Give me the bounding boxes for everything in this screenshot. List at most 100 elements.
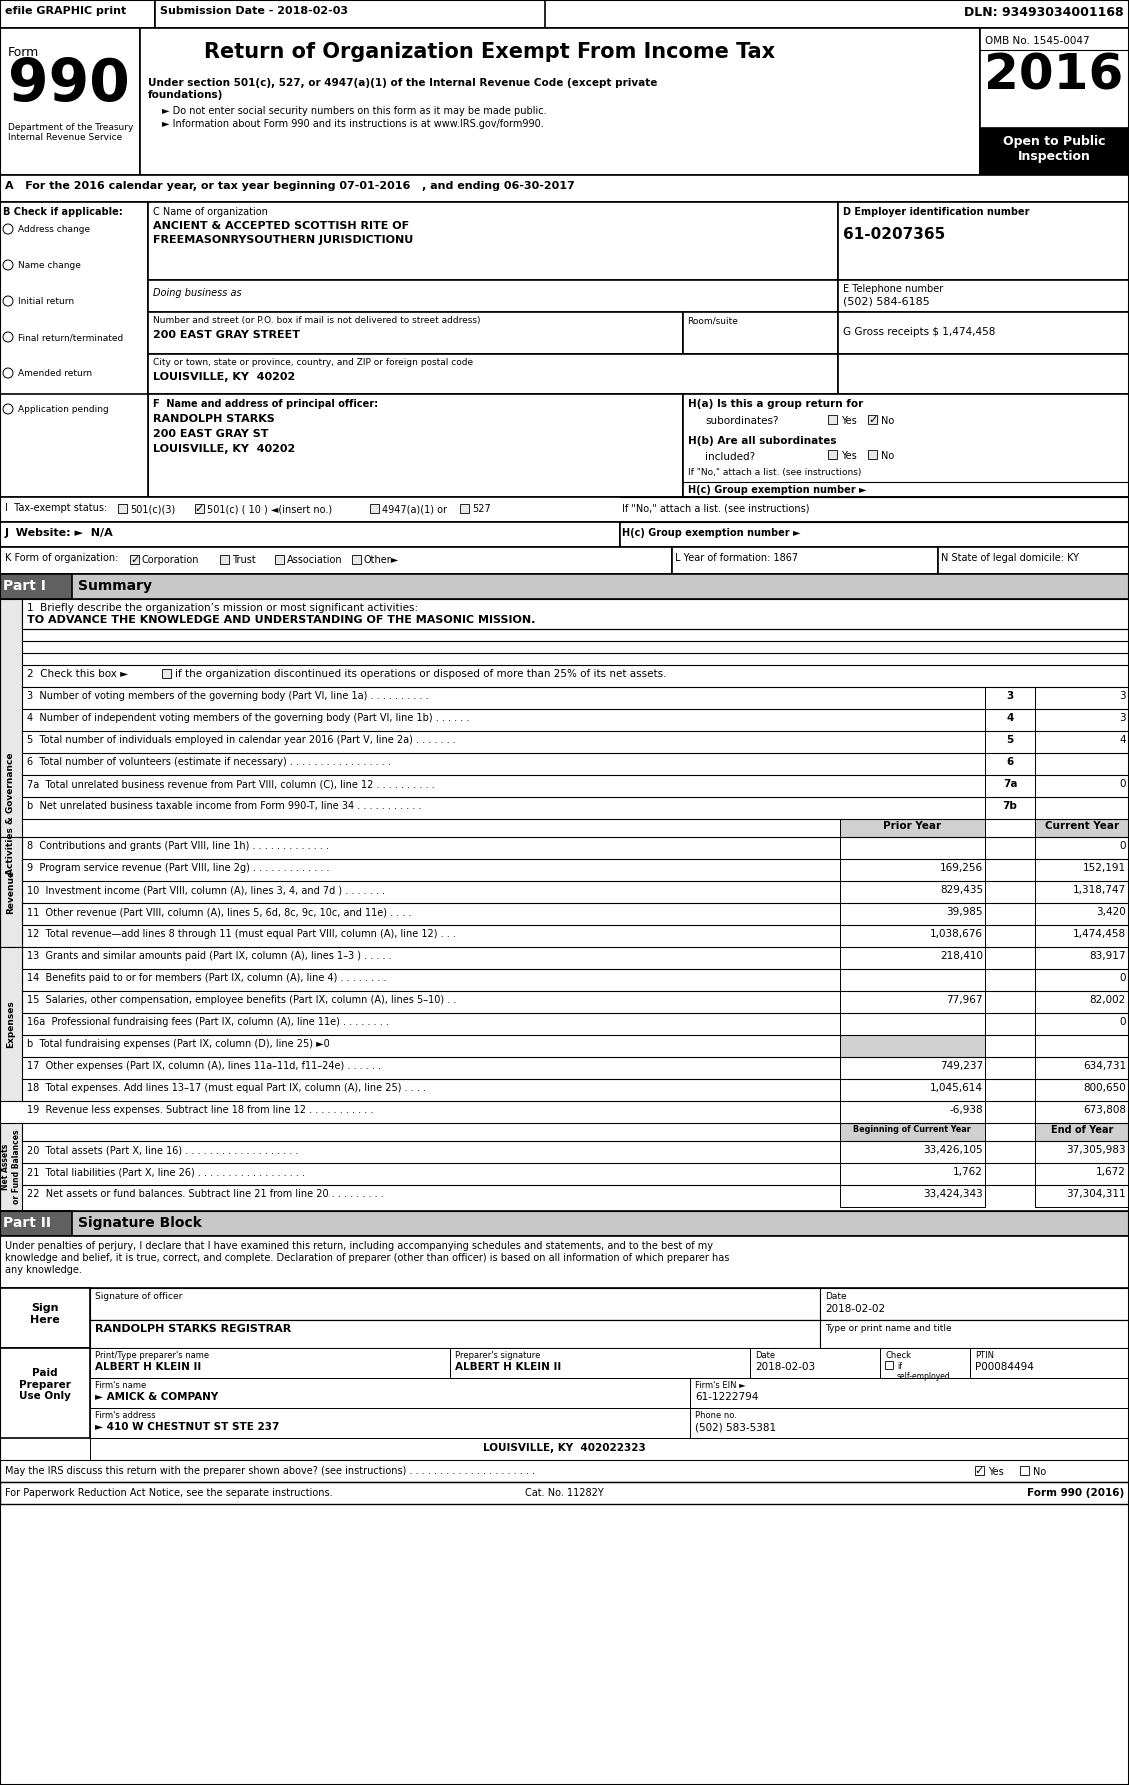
Text: 39,985: 39,985 [946, 907, 983, 917]
Bar [352, 555, 361, 564]
Text: 3: 3 [1119, 691, 1126, 702]
Text: 37,305,983: 37,305,983 [1067, 1144, 1126, 1155]
Text: ALBERT H KLEIN II: ALBERT H KLEIN II [455, 1362, 561, 1373]
Bar [90, 1348, 450, 1378]
Text: H(a) Is this a group return for: H(a) Is this a group return for [688, 400, 864, 409]
Bar [0, 1210, 72, 1235]
Bar [0, 1289, 90, 1348]
Text: Trust: Trust [231, 555, 256, 566]
Text: Open to Public
Inspection: Open to Public Inspection [1003, 136, 1105, 162]
Bar [840, 1164, 984, 1185]
Text: any knowledge.: any knowledge. [5, 1266, 82, 1274]
Bar [1035, 732, 1129, 753]
Bar [885, 1360, 893, 1369]
Bar [840, 882, 984, 903]
Bar [1035, 859, 1129, 882]
Bar [984, 753, 1035, 775]
Text: (502) 583-5381: (502) 583-5381 [695, 1423, 776, 1432]
Bar [938, 546, 1129, 575]
Bar [840, 1057, 984, 1078]
Bar [690, 1408, 1129, 1439]
Text: Check: Check [885, 1351, 911, 1360]
Text: 22  Net assets or fund balances. Subtract line 21 from line 20 . . . . . . . . .: 22 Net assets or fund balances. Subtract… [27, 1189, 384, 1200]
Text: Association: Association [287, 555, 342, 566]
Text: 4947(a)(1) or: 4947(a)(1) or [382, 503, 447, 514]
Text: 10  Investment income (Part VIII, column (A), lines 3, 4, and 7d ) . . . . . . .: 10 Investment income (Part VIII, column … [27, 885, 385, 894]
Text: Date: Date [825, 1292, 847, 1301]
Text: H(c) Group exemption number ►: H(c) Group exemption number ► [688, 486, 866, 494]
Bar [1035, 1123, 1129, 1141]
Text: 33,426,105: 33,426,105 [924, 1144, 983, 1155]
Text: Date: Date [755, 1351, 776, 1360]
Text: 5: 5 [1006, 735, 1014, 744]
Text: 5  Total number of individuals employed in calendar year 2016 (Part V, line 2a) : 5 Total number of individuals employed i… [27, 735, 456, 744]
Text: 218,410: 218,410 [940, 951, 983, 960]
Text: 0: 0 [1120, 778, 1126, 789]
Text: E Telephone number: E Telephone number [843, 284, 943, 295]
Bar [90, 1408, 690, 1439]
Text: Corporation: Corporation [142, 555, 200, 566]
Text: b  Total fundraising expenses (Part IX, column (D), line 25) ►0: b Total fundraising expenses (Part IX, c… [27, 1039, 330, 1050]
Text: 152,191: 152,191 [1083, 862, 1126, 873]
Text: Type or print name and title: Type or print name and title [825, 1324, 952, 1333]
Bar [820, 1319, 1129, 1348]
Text: Form: Form [8, 46, 40, 59]
Text: RANDOLPH STARKS REGISTRAR: RANDOLPH STARKS REGISTRAR [95, 1324, 291, 1333]
Text: ► Information about Form 990 and its instructions is at www.IRS.gov/form990.: ► Information about Form 990 and its ins… [161, 120, 544, 129]
Bar [0, 1460, 1129, 1482]
Bar [119, 503, 126, 512]
Text: Part II: Part II [3, 1216, 51, 1230]
Bar [90, 1289, 820, 1319]
Text: 0: 0 [1120, 973, 1126, 984]
Text: H(c) Group exemption number ►: H(c) Group exemption number ► [622, 528, 800, 537]
Text: If "No," attach a list. (see instructions): If "No," attach a list. (see instruction… [622, 503, 809, 512]
Text: 501(c)(3): 501(c)(3) [130, 503, 175, 514]
Text: 2018-02-03: 2018-02-03 [755, 1362, 815, 1373]
Bar [195, 503, 204, 512]
Bar [90, 1439, 1129, 1460]
Text: Prior Year: Prior Year [883, 821, 942, 832]
Text: 18  Total expenses. Add lines 13–17 (must equal Part IX, column (A), line 25) . : 18 Total expenses. Add lines 13–17 (must… [27, 1083, 426, 1092]
Text: Print/Type preparer's name: Print/Type preparer's name [95, 1351, 209, 1360]
Text: -6,938: -6,938 [949, 1105, 983, 1116]
Bar [0, 948, 21, 1101]
Bar [0, 600, 21, 1028]
Bar [1035, 687, 1129, 709]
Text: 200 EAST GRAY STREET: 200 EAST GRAY STREET [154, 330, 300, 339]
Text: 9  Program service revenue (Part VIII, line 2g) . . . . . . . . . . . . .: 9 Program service revenue (Part VIII, li… [27, 862, 330, 873]
Text: 169,256: 169,256 [939, 862, 983, 873]
Text: K Form of organization:: K Form of organization: [5, 553, 119, 562]
Text: 21  Total liabilities (Part X, line 26) . . . . . . . . . . . . . . . . . .: 21 Total liabilities (Part X, line 26) .… [27, 1167, 305, 1176]
Text: Paid
Preparer
Use Only: Paid Preparer Use Only [19, 1367, 71, 1401]
Text: Firm's address: Firm's address [95, 1410, 156, 1421]
Text: LOUISVILLE, KY  40202: LOUISVILLE, KY 40202 [154, 371, 296, 382]
Bar [0, 546, 672, 575]
Bar [980, 129, 1129, 175]
Text: 1,474,458: 1,474,458 [1073, 928, 1126, 939]
Bar [838, 202, 1129, 280]
Bar [683, 394, 1129, 496]
Bar [1035, 753, 1129, 775]
Bar [1035, 1164, 1129, 1185]
Bar [690, 1378, 1129, 1408]
Bar [148, 312, 683, 353]
Text: 829,435: 829,435 [939, 885, 983, 894]
Bar [1035, 1185, 1129, 1207]
Text: 8  Contributions and grants (Part VIII, line 1h) . . . . . . . . . . . . .: 8 Contributions and grants (Part VIII, l… [27, 841, 329, 851]
Bar [155, 0, 545, 29]
Bar [0, 29, 140, 175]
Text: included?: included? [704, 452, 755, 462]
Text: Form 990 (2016): Form 990 (2016) [1026, 1489, 1124, 1498]
Text: 6  Total number of volunteers (estimate if necessary) . . . . . . . . . . . . . : 6 Total number of volunteers (estimate i… [27, 757, 391, 768]
Bar [840, 1101, 984, 1123]
Text: Name change: Name change [18, 261, 81, 270]
Bar [0, 394, 148, 496]
Text: End of Year: End of Year [1051, 1125, 1113, 1135]
Text: Address change: Address change [18, 225, 90, 234]
Text: 800,650: 800,650 [1083, 1083, 1126, 1092]
Text: L Year of formation: 1867: L Year of formation: 1867 [675, 553, 798, 562]
Bar [0, 575, 72, 600]
Text: 20  Total assets (Part X, line 16) . . . . . . . . . . . . . . . . . . .: 20 Total assets (Part X, line 16) . . . … [27, 1144, 298, 1155]
Bar [1035, 903, 1129, 925]
Bar [984, 732, 1035, 753]
